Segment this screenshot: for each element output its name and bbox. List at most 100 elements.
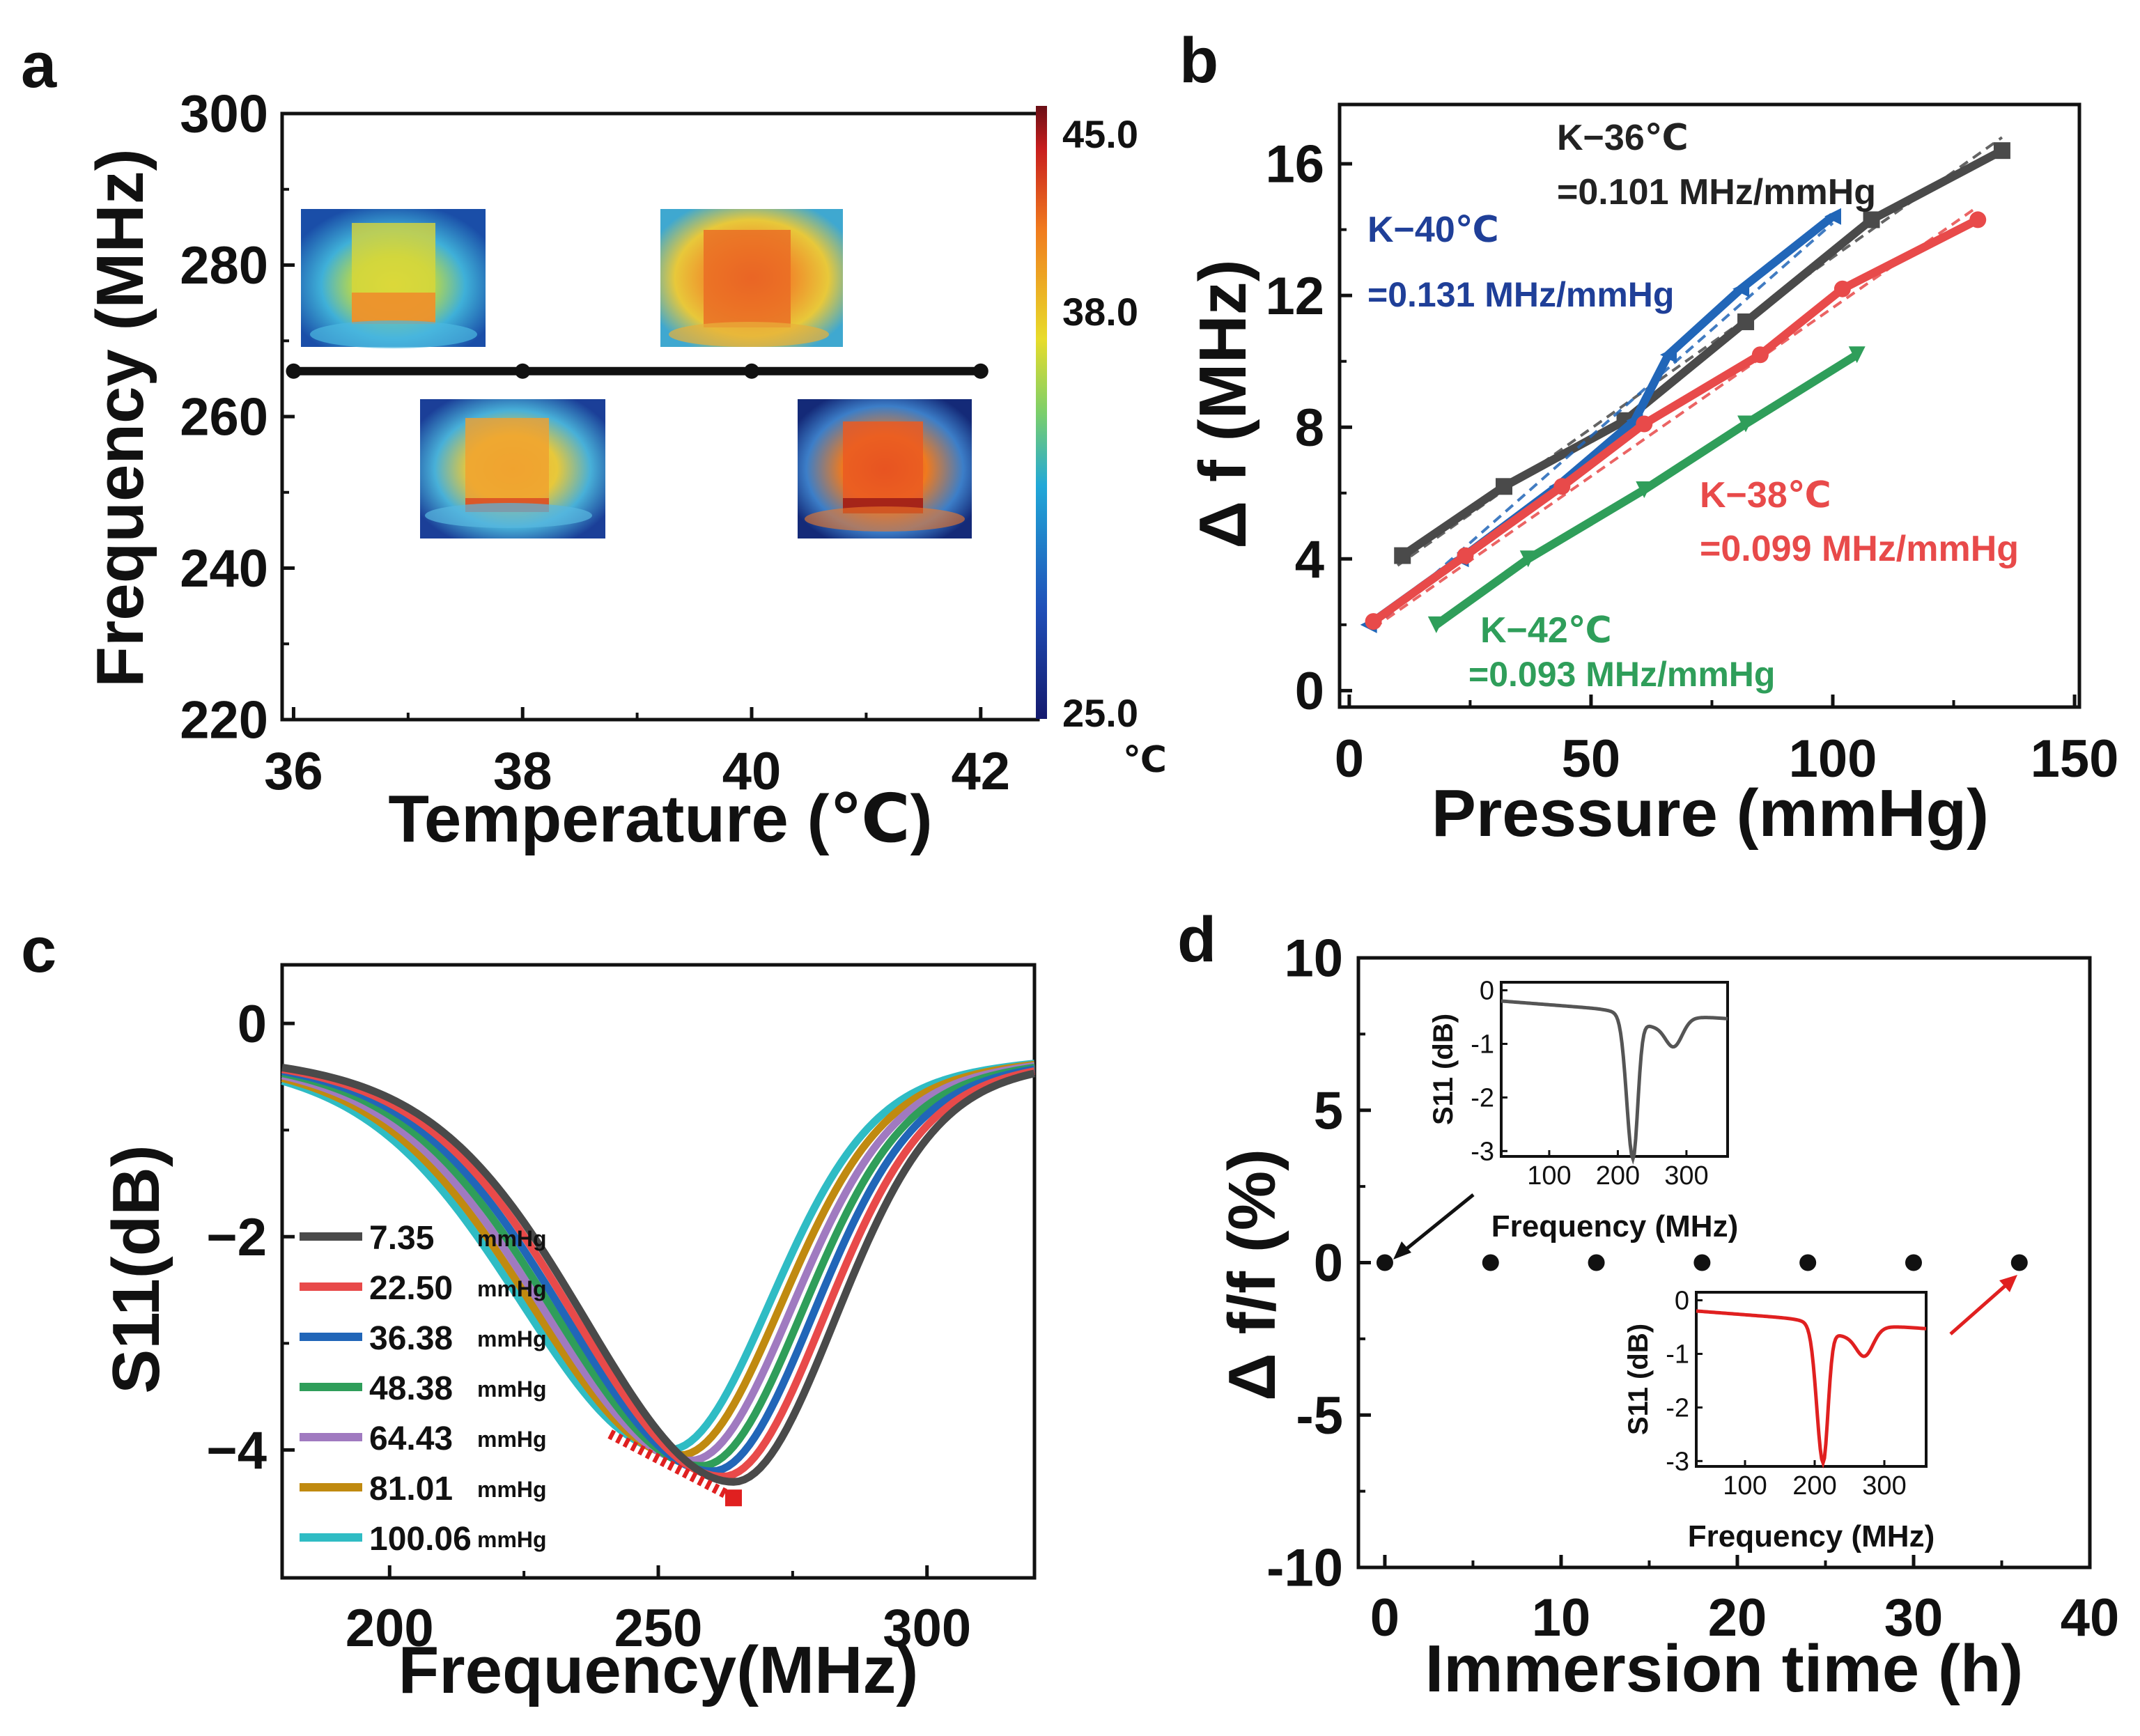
fit-line-36℃ [1397, 136, 2003, 567]
legend-label-64.43: 64.43 [369, 1420, 453, 1457]
data-point [1833, 280, 1851, 297]
data-point [1496, 478, 1512, 495]
data-point [1905, 1254, 1922, 1271]
y-tick-label: 220 [180, 691, 268, 750]
inset-x-tick-label: 200 [1596, 1161, 1640, 1191]
inset-y-tick-label: -2 [1471, 1083, 1494, 1113]
legend-unit-64.43: mmHg [477, 1427, 547, 1452]
y-tick-label: 5 [1314, 1081, 1343, 1140]
legend-c: 7.35 mmHg 22.50 mmHg 36.38 mmHg 48.38 mmHg 64.43… [300, 1220, 547, 1558]
data-point [1799, 1254, 1817, 1271]
legend-label-100.06: 100.06 [369, 1521, 472, 1558]
x-tick-label: 250 [614, 1599, 703, 1658]
y-axis-label-a: Frequency (MHz) [83, 148, 157, 687]
panel-a: a 36 38 40 42 220 240 260 280 300 [21, 30, 1167, 856]
y-tick-label: -10 [1266, 1539, 1343, 1598]
series-c [281, 1060, 1036, 1507]
data-point [744, 363, 760, 379]
x-tick-label: 50 [1562, 729, 1621, 789]
annotation-42-line2: =0.093 MHz/mmHg [1468, 655, 1775, 694]
y-tick-label: 300 [180, 85, 268, 144]
legend-label-22.50: 22.50 [369, 1270, 453, 1307]
legend-unit-7.35: mmHg [477, 1226, 547, 1251]
shift-arrow-end [725, 1489, 742, 1507]
data-point [1457, 547, 1474, 564]
inset-x-tick-label: 100 [1723, 1471, 1767, 1501]
legend-label-48.38: 48.38 [369, 1370, 453, 1407]
series-b [1360, 136, 2010, 633]
thermal-image-42 [798, 399, 972, 538]
thermal-image-38 [420, 399, 605, 538]
inset-frame [1695, 1291, 1928, 1468]
x-tick-label: 0 [1370, 1588, 1399, 1648]
data-point [2010, 1254, 2028, 1271]
data-point [1848, 346, 1866, 364]
legend-unit-48.38: mmHg [477, 1377, 547, 1402]
y-tick-label: 16 [1265, 135, 1324, 194]
data-point [1863, 211, 1880, 228]
annotation-40-line2: =0.131 MHz/mmHg [1367, 275, 1674, 314]
inset-y-tick-label: -1 [1471, 1030, 1494, 1059]
data-point [1737, 415, 1755, 433]
inset-y-tick-label: -1 [1666, 1340, 1689, 1369]
data-point [1993, 142, 2010, 160]
thermal-image-36 [301, 209, 486, 348]
x-tick-label: 36 [264, 742, 323, 801]
data-point [1519, 550, 1537, 568]
y-tick-label: 280 [180, 236, 268, 295]
inset-y-tick-label: 0 [1480, 977, 1494, 1006]
plot-frame-b [1338, 102, 2081, 709]
data-point [972, 363, 988, 379]
x-tick-label: 150 [2031, 729, 2119, 789]
y-tick-label: 8 [1295, 398, 1324, 458]
panel-label-c: c [21, 915, 56, 986]
data-point [1824, 208, 1841, 225]
annotation-38-line1: K−38℃ [1700, 475, 1831, 516]
inset-final: 100 200 300 0 -1 -2 -3 Frequency (MHz) S11 (dB) [1623, 1287, 1934, 1553]
thermal-image-40 [660, 209, 843, 347]
inset-y-label: S11 (dB) [1623, 1324, 1654, 1435]
colorbar-min-label: 25.0 [1062, 691, 1138, 735]
inset-curve [1501, 999, 1728, 1165]
legend-label-81.01: 81.01 [369, 1471, 453, 1508]
inset-initial: 100 200 300 0 -1 -2 -3 Frequency (MHz) S11 (dB) [1428, 977, 1738, 1243]
inset-x-tick-label: 200 [1792, 1471, 1836, 1501]
x-tick-label: 30 [1884, 1588, 1944, 1648]
annotation-36-line1: K−36℃ [1557, 118, 1689, 158]
data-point [1732, 280, 1750, 297]
inset-y-tick-label: -3 [1471, 1137, 1494, 1166]
data-point [1636, 415, 1653, 433]
legend-unit-81.01: mmHg [477, 1477, 547, 1502]
x-tick-label: 38 [493, 742, 552, 801]
y-tick-label: 0 [1314, 1234, 1343, 1293]
legend-unit-36.38: mmHg [477, 1326, 547, 1351]
inset-y-tick-label: -3 [1666, 1447, 1689, 1476]
legend-label-7.35: 7.35 [369, 1220, 434, 1257]
fit-line-38℃ [1372, 205, 1979, 630]
y-tick-label: 240 [180, 539, 268, 598]
x-tick-label: 40 [722, 742, 782, 801]
ticks-a: 36 38 40 42 220 240 260 280 300 [180, 85, 1010, 801]
y-tick-label: −4 [206, 1421, 267, 1480]
data-point [1588, 1254, 1605, 1271]
x-tick-label: 42 [952, 742, 1011, 801]
y-tick-label: 10 [1284, 929, 1343, 989]
colorbar-mid-label: 38.0 [1062, 290, 1138, 334]
arrow-to-first-point [1399, 1193, 1475, 1255]
data-point [1394, 547, 1411, 564]
colorbar: 45.0 38.0 25.0 ℃ [1036, 106, 1167, 780]
y-axis-label-c: S11(dB) [99, 1145, 173, 1393]
series-d [1376, 1254, 2028, 1271]
series-line-36℃ [1399, 146, 2004, 559]
annotation-36-line2: =0.101 MHz/mmHg [1557, 172, 1876, 212]
panel-c: c 200 250 300 0 −2 −4 7.35 mmHg 22.50 mmHg 36.38 m… [21, 915, 1037, 1707]
x-tick-label: 0 [1335, 729, 1364, 789]
y-tick-label: 0 [1295, 662, 1324, 721]
ticks-c: 200 250 300 0 −2 −4 [206, 995, 971, 1658]
x-axis-label-d: Immersion time (h) [1425, 1632, 2024, 1706]
x-tick-label: 10 [1532, 1588, 1591, 1648]
y-tick-label: 12 [1265, 267, 1324, 326]
arrow-head-last [1999, 1275, 2017, 1292]
